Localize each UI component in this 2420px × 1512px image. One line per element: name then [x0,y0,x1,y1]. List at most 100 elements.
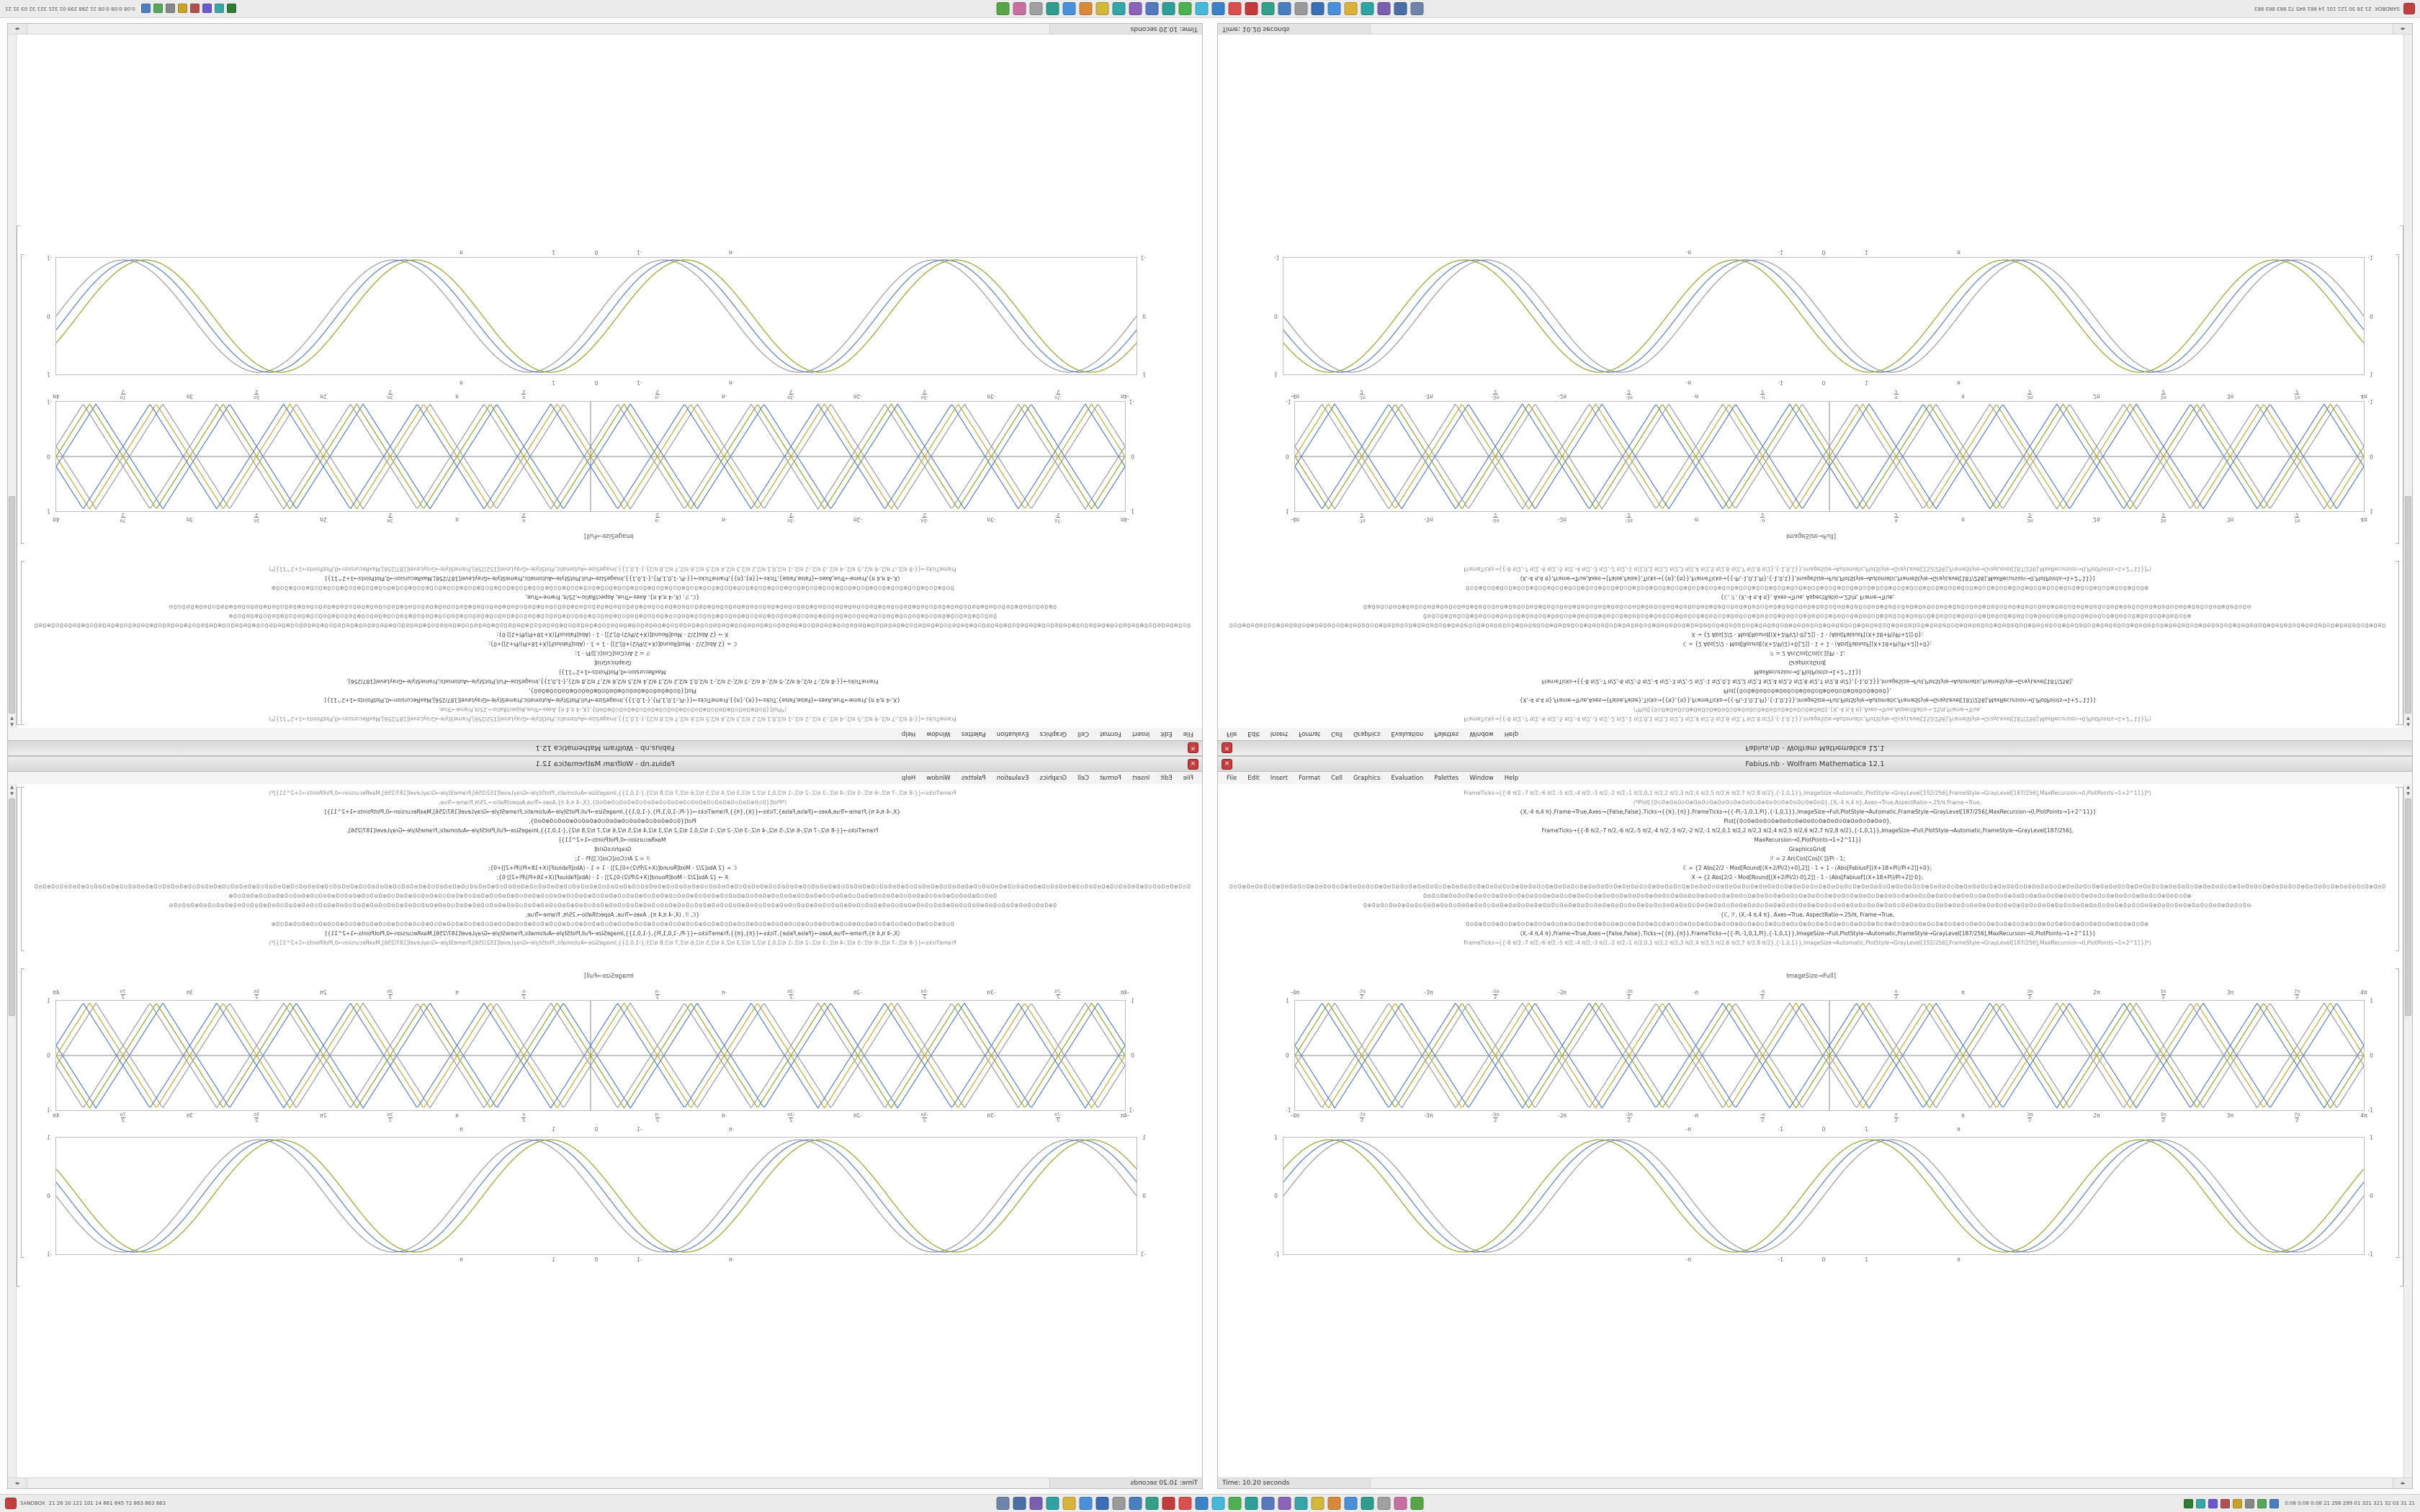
start-icon[interactable] [5,1498,17,1509]
close-icon[interactable]: × [1222,758,1232,770]
scroll-left-right-icon[interactable]: ◂ ▸ [8,1478,27,1488]
menu-item-file[interactable]: File [1183,774,1193,782]
scroll-left-right-icon[interactable]: ◂ ▸ [2393,24,2412,34]
tray-icon[interactable] [2233,1498,2243,1508]
notebook-area[interactable]: FrameTicks→{{-8 π/2,-7 π/2,-6 π/2,-5 π/2… [1218,784,2404,1478]
code-line[interactable]: GraphicsGrid[ [1788,846,1827,852]
taskbar-app-icon[interactable] [1029,2,1043,15]
cell-bracket-code[interactable] [21,787,24,951]
menu-item-edit[interactable]: Edit [1160,730,1173,738]
menu-item-insert[interactable]: Insert [1270,774,1289,782]
taskbar-app-icon[interactable] [1029,1497,1043,1510]
taskbar-app-icon[interactable] [1410,2,1424,15]
menu-item-evaluation[interactable]: Evaluation [1391,774,1424,782]
menu-item-window[interactable]: Window [926,730,951,738]
code-line[interactable]: X → {2 Abs[2/2 - Mod[Round[(X+2/Pi/2)-0]… [496,631,729,638]
taskbar-app-icon[interactable] [1245,1497,1258,1510]
tray-icon[interactable] [2220,1498,2231,1508]
menu-item-help[interactable]: Help [1504,730,1519,738]
code-line[interactable]: (X,-4 π,4 π},Frame→True,Axes→{False,Fals… [1520,930,2095,937]
cell-bracket-code[interactable] [2396,561,2399,725]
code-line[interactable]: X → {2 Abs[2/2 - Mod[Round[(X+2/Pi/2)-0]… [1691,874,1924,881]
code-line[interactable]: 0⊕0⊘0⊙0⊖0⊕0⊘0⊙0⊖0⊕0⊘0⊙0⊖0⊕0⊘0⊙0⊖0⊕0⊘0⊙0⊖… [169,902,1057,909]
taskbar-app-icon[interactable] [1410,1497,1424,1510]
cell-bracket-output[interactable] [2396,254,2399,544]
taskbar-app-icon[interactable] [1294,2,1308,15]
tray-icon[interactable] [2245,1498,2255,1508]
code-line[interactable]: 0⊙0⊕0⊖0⊘0⊙0⊕0⊖0⊘0⊙0⊕0⊖0⊘0⊙0⊕0⊖0⊘0⊙0⊕0⊖0⊘… [35,883,1191,890]
scroll-left-right-icon[interactable]: ◂ ▸ [8,24,27,34]
code-line[interactable]: MaxRecursion→0,PlotPoints→1+2^11}] [1754,837,1861,843]
tray-icon[interactable] [2208,1498,2218,1508]
horizontal-scroll-track[interactable] [1371,24,2393,34]
menu-item-palettes[interactable]: Palettes [1434,730,1459,738]
menu-item-edit[interactable]: Edit [1247,774,1260,782]
menu-item-format[interactable]: Format [1099,730,1121,738]
code-line[interactable]: (*Plot[{0⊙0⊕0⊖0⊙0⊕0⊖0⊙0⊕0⊖0⊙0⊕0⊖0⊙0⊕0⊖0⊙… [438,706,787,713]
taskbar-app-icon[interactable] [1377,2,1391,15]
code-line[interactable]: ℂ = {2 Abs[2/2 - Mod[Round[(X+2/Pi/2)+0]… [488,865,738,871]
code-line[interactable]: 0⊕0⊘0⊙0⊖0⊕0⊘0⊙0⊖0⊕0⊘0⊙0⊖0⊕0⊘0⊙0⊖0⊕0⊘0⊙0⊖… [169,603,1057,610]
tray-icon[interactable] [214,4,224,14]
code-line[interactable]: MaxRecursion→0,PlotPoints→1+2^11}] [559,837,666,843]
taskbar-app-icon[interactable] [1162,2,1175,15]
code-line[interactable]: {ℂ, ℱ, (X,-4 π,4 π}, Axes→True, AspectRa… [1720,912,1895,918]
taskbar-app-icon[interactable] [1079,1497,1093,1510]
menu-item-file[interactable]: File [1227,730,1237,738]
code-line[interactable]: Plot[{0⊙0⊕0⊖0⊙0⊕0⊖0⊙0⊕0⊖0⊙0⊕0⊖0⊙0⊕0⊖0⊙0⊕… [529,688,696,694]
menu-item-help[interactable]: Help [1504,774,1519,782]
code-cell[interactable]: FrameTicks→{{-8 π/2,-7 π/2,-6 π/2,-5 π/2… [1229,564,2385,724]
horizontal-scroll-track[interactable] [1371,1478,2393,1488]
taskbar-app-icon[interactable] [1178,2,1192,15]
taskbar-app-icon[interactable] [1311,1497,1325,1510]
taskbar-app-icon[interactable] [1344,2,1358,15]
taskbar-app-icon[interactable] [1361,1497,1374,1510]
scroll-down-icon[interactable]: ▼ [10,716,14,721]
code-line[interactable]: 0⊕0⊘0⊙0⊖0⊕0⊘0⊙0⊖0⊕0⊘0⊙0⊖0⊕0⊘0⊙0⊖0⊕0⊘0⊙0⊖… [1363,603,2251,610]
taskbar-app-icon[interactable] [1145,1497,1159,1510]
start-icon[interactable] [2403,3,2415,14]
scroll-down-icon[interactable]: ▼ [2406,716,2410,721]
menu-item-format[interactable]: Format [1099,774,1121,782]
tray-icon[interactable] [140,4,151,14]
code-line[interactable]: {X,-4 π,4 π},Frame→True,Axes→{False,Fals… [1519,809,2096,815]
cell-bracket-output[interactable] [21,254,24,544]
code-line[interactable]: MaxRecursion→0,PlotPoints→1+2^11}] [559,669,666,675]
taskbar-app-icon[interactable] [1046,1497,1059,1510]
titlebar[interactable]: × Fabius.nb - Wolfram Mathematica 12.1 [1218,740,2412,755]
code-line[interactable]: GraphicsGrid[ [1788,660,1827,666]
taskbar-app-icon[interactable] [1261,1497,1275,1510]
code-line[interactable]: Plot[{0⊙0⊕0⊖0⊙0⊕0⊖0⊙0⊕0⊖0⊙0⊕0⊖0⊙0⊕0⊖0⊙0⊕… [1724,818,1891,824]
taskbar-app-icon[interactable] [1311,2,1325,15]
scroll-left-right-icon[interactable]: ◂ ▸ [2393,1478,2412,1488]
cell-bracket-output[interactable] [2396,968,2399,1258]
menu-item-palettes[interactable]: Palettes [961,774,986,782]
cell-bracket-code[interactable] [21,561,24,725]
code-line[interactable]: FrameTicks→{{-8 π/2,-7 π/2,-6 π/2,-5 π/2… [269,716,956,722]
code-line[interactable]: Plot[{0⊙0⊕0⊖0⊙0⊕0⊖0⊙0⊕0⊖0⊙0⊕0⊖0⊙0⊕0⊖0⊙0⊕… [1724,688,1891,694]
code-line[interactable]: ℂ = {2 Abs[2/2 - Mod[Round[(X+2/Pi/2)+0]… [1682,641,1932,647]
taskbar-app-icon[interactable] [1344,1497,1358,1510]
cell-bracket-outer[interactable] [17,225,20,725]
cell-bracket-code[interactable] [2396,787,2399,951]
taskbar-app-icon[interactable] [1095,1497,1109,1510]
menu-item-graphics[interactable]: Graphics [1039,774,1067,782]
code-line[interactable]: (X,-4 π,4 π},Frame→True,Axes→{False,Fals… [1520,575,2095,582]
menu-item-cell[interactable]: Cell [1077,730,1089,738]
horizontal-scroll-track[interactable] [27,1478,1049,1488]
taskbar-app-icon[interactable] [1228,1497,1242,1510]
code-line[interactable]: (X,-4 π,4 π},Frame→True,Axes→{False,Fals… [325,575,900,582]
taskbar-app-icon[interactable] [1195,2,1209,15]
menu-item-insert[interactable]: Insert [1270,730,1289,738]
taskbar-app-icon[interactable] [1112,1497,1126,1510]
menu-item-window[interactable]: Window [1469,774,1494,782]
taskbar-app-icon[interactable] [1294,1497,1308,1510]
code-line[interactable]: FrameTicks→{{-8 π/2,-7 π/2,-6 π/2,-5 π/2… [1464,790,2151,796]
titlebar[interactable]: × Fabius.nb - Wolfram Mathematica 12.1 [8,740,1202,755]
code-line[interactable]: ℱ = 2 ArcCos[Cos[ℂ]]/Pi - 1; [1770,855,1845,862]
code-line[interactable]: {ℂ, ℱ, (X,-4 π,4 π}, Axes→True, AspectRa… [525,594,700,600]
taskbar-app-icon[interactable] [1062,2,1076,15]
menu-item-insert[interactable]: Insert [1131,730,1150,738]
code-cell[interactable]: FrameTicks→{{-8 π/2,-7 π/2,-6 π/2,-5 π/2… [1229,788,2385,948]
close-icon[interactable]: × [1188,742,1198,754]
